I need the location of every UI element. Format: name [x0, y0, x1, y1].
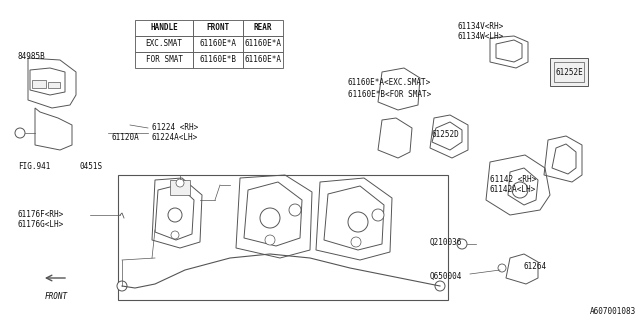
Circle shape — [512, 182, 528, 198]
Text: 61176G<LH>: 61176G<LH> — [18, 220, 64, 229]
Bar — [32, 80, 46, 88]
Bar — [135, 52, 193, 68]
Bar — [135, 36, 193, 52]
Text: 0451S: 0451S — [80, 162, 103, 171]
Circle shape — [260, 208, 280, 228]
Bar — [193, 52, 243, 68]
Circle shape — [348, 212, 368, 232]
Bar — [554, 62, 584, 82]
Bar — [135, 20, 193, 36]
Circle shape — [171, 231, 179, 239]
Circle shape — [498, 264, 506, 272]
Circle shape — [289, 204, 301, 216]
Bar — [193, 36, 243, 52]
Circle shape — [372, 209, 384, 221]
Text: Q210036: Q210036 — [430, 238, 462, 247]
Text: FOR SMAT: FOR SMAT — [145, 55, 182, 65]
Text: A607001083: A607001083 — [589, 307, 636, 316]
Bar — [243, 36, 283, 52]
Text: 61252D: 61252D — [432, 130, 460, 139]
Text: 61142A<LH>: 61142A<LH> — [490, 185, 536, 194]
Bar — [48, 82, 60, 88]
Text: 61120A: 61120A — [112, 133, 140, 142]
Text: 61142 <RH>: 61142 <RH> — [490, 175, 536, 184]
Bar — [243, 20, 283, 36]
Text: Q650004: Q650004 — [430, 272, 462, 281]
Circle shape — [176, 179, 184, 187]
Text: 61176F<RH>: 61176F<RH> — [18, 210, 64, 219]
Circle shape — [351, 237, 361, 247]
Text: 61160E*B: 61160E*B — [200, 55, 237, 65]
Circle shape — [168, 208, 182, 222]
Text: 61224 <RH>: 61224 <RH> — [152, 123, 198, 132]
Circle shape — [457, 239, 467, 249]
Text: 61160E*A: 61160E*A — [200, 39, 237, 49]
Text: 61160E*A: 61160E*A — [244, 39, 282, 49]
Text: EXC.SMAT: EXC.SMAT — [145, 39, 182, 49]
Text: 61160E*B<FOR SMAT>: 61160E*B<FOR SMAT> — [348, 90, 431, 99]
Text: FRONT: FRONT — [207, 23, 230, 33]
Bar — [550, 58, 588, 86]
Bar — [193, 20, 243, 36]
Text: 61160E*A<EXC.SMAT>: 61160E*A<EXC.SMAT> — [348, 78, 431, 87]
Circle shape — [265, 235, 275, 245]
Text: REAR: REAR — [253, 23, 272, 33]
Circle shape — [117, 281, 127, 291]
Text: 61252E: 61252E — [556, 68, 584, 77]
Text: 61224A<LH>: 61224A<LH> — [152, 133, 198, 142]
Text: 61134V<RH>: 61134V<RH> — [458, 22, 504, 31]
Bar — [170, 180, 190, 195]
Text: HANDLE: HANDLE — [150, 23, 178, 33]
Text: 61264: 61264 — [524, 262, 547, 271]
Text: 61160E*A: 61160E*A — [244, 55, 282, 65]
Text: 61134W<LH>: 61134W<LH> — [458, 32, 504, 41]
Text: FIG.941: FIG.941 — [18, 162, 51, 171]
Bar — [243, 52, 283, 68]
Circle shape — [435, 281, 445, 291]
Circle shape — [15, 128, 25, 138]
Bar — [118, 175, 448, 300]
Text: 84985B: 84985B — [18, 52, 45, 61]
Text: FRONT: FRONT — [44, 292, 68, 301]
